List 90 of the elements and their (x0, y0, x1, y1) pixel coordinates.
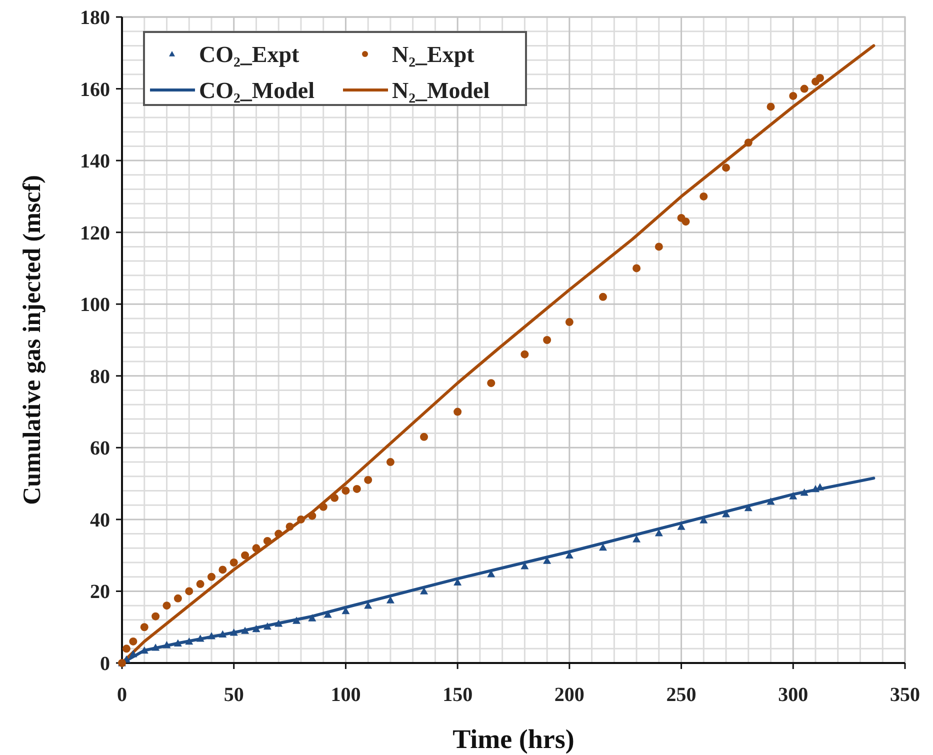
x-tick-label: 0 (117, 684, 127, 706)
point (252, 544, 260, 552)
point (122, 644, 130, 653)
point (654, 529, 663, 536)
point (263, 536, 272, 545)
point (263, 622, 272, 630)
point (162, 641, 171, 648)
point (654, 242, 663, 251)
legend-label: N₂_Model (392, 78, 490, 103)
point (324, 610, 332, 618)
y-tick-label: 160 (80, 78, 110, 101)
legend-label: CO₂_Expt (199, 42, 300, 67)
point (196, 634, 204, 642)
point (800, 488, 808, 496)
point (816, 74, 824, 82)
y-tick-label: 40 (90, 509, 110, 532)
y-axis-title: Cumulative gas injected (mscf) (19, 175, 46, 505)
point (598, 292, 607, 301)
point (700, 192, 708, 200)
point (722, 510, 730, 518)
y-tick-label: 0 (100, 653, 110, 675)
point (196, 580, 204, 588)
point (296, 515, 305, 524)
point (632, 535, 641, 542)
x-tick-label: 350 (890, 684, 920, 706)
y-tick-label: 80 (90, 366, 110, 388)
point (632, 264, 641, 272)
point (162, 602, 171, 610)
point (319, 502, 328, 511)
point (230, 628, 238, 636)
point (789, 492, 798, 500)
point (364, 476, 372, 484)
x-tick-label: 300 (778, 684, 808, 706)
point (185, 587, 194, 596)
point (207, 632, 216, 640)
point (207, 572, 216, 581)
x-tick-label: 250 (666, 684, 696, 706)
point (218, 630, 227, 638)
point (308, 614, 316, 622)
point (174, 639, 182, 646)
point (308, 512, 316, 520)
point (252, 624, 260, 632)
y-tick-label: 120 (80, 222, 110, 244)
x-tick-label: 50 (224, 684, 244, 706)
point (342, 486, 350, 495)
point (352, 484, 361, 493)
y-tick-label: 140 (80, 150, 110, 173)
point (218, 566, 227, 574)
point (565, 318, 574, 326)
point (274, 530, 283, 538)
point (420, 432, 428, 441)
point (129, 650, 138, 658)
point (152, 644, 160, 651)
point (241, 626, 250, 634)
point (487, 379, 496, 388)
x-tick-label: 150 (442, 684, 473, 706)
point (286, 522, 294, 531)
point (800, 84, 808, 93)
point (789, 92, 798, 100)
y-tick-label: 20 (90, 581, 110, 604)
point (386, 458, 394, 466)
y-tick-label: 60 (90, 438, 110, 460)
point (543, 336, 552, 344)
x-tick-label: 200 (554, 684, 584, 706)
y-tick-label: 100 (80, 294, 110, 316)
y-tick-label: 180 (80, 7, 110, 29)
legend-label: CO₂_Model (199, 78, 314, 103)
point (241, 551, 250, 560)
point (454, 408, 462, 416)
point (682, 218, 690, 226)
point (140, 623, 148, 632)
point (185, 637, 194, 645)
x-axis-title: Time (hrs) (452, 724, 574, 754)
point (722, 164, 730, 172)
point (766, 498, 775, 505)
point (744, 504, 752, 512)
point (766, 102, 775, 111)
point (140, 646, 148, 654)
point (230, 558, 238, 567)
point (386, 596, 394, 604)
point (330, 494, 339, 502)
legend-label: N₂_Expt (392, 42, 475, 67)
x-tick-label: 100 (330, 684, 361, 706)
point (129, 637, 138, 646)
point (274, 620, 283, 627)
point (520, 350, 529, 358)
point (292, 616, 300, 624)
point (744, 138, 752, 147)
point (174, 594, 182, 602)
point (152, 612, 160, 620)
